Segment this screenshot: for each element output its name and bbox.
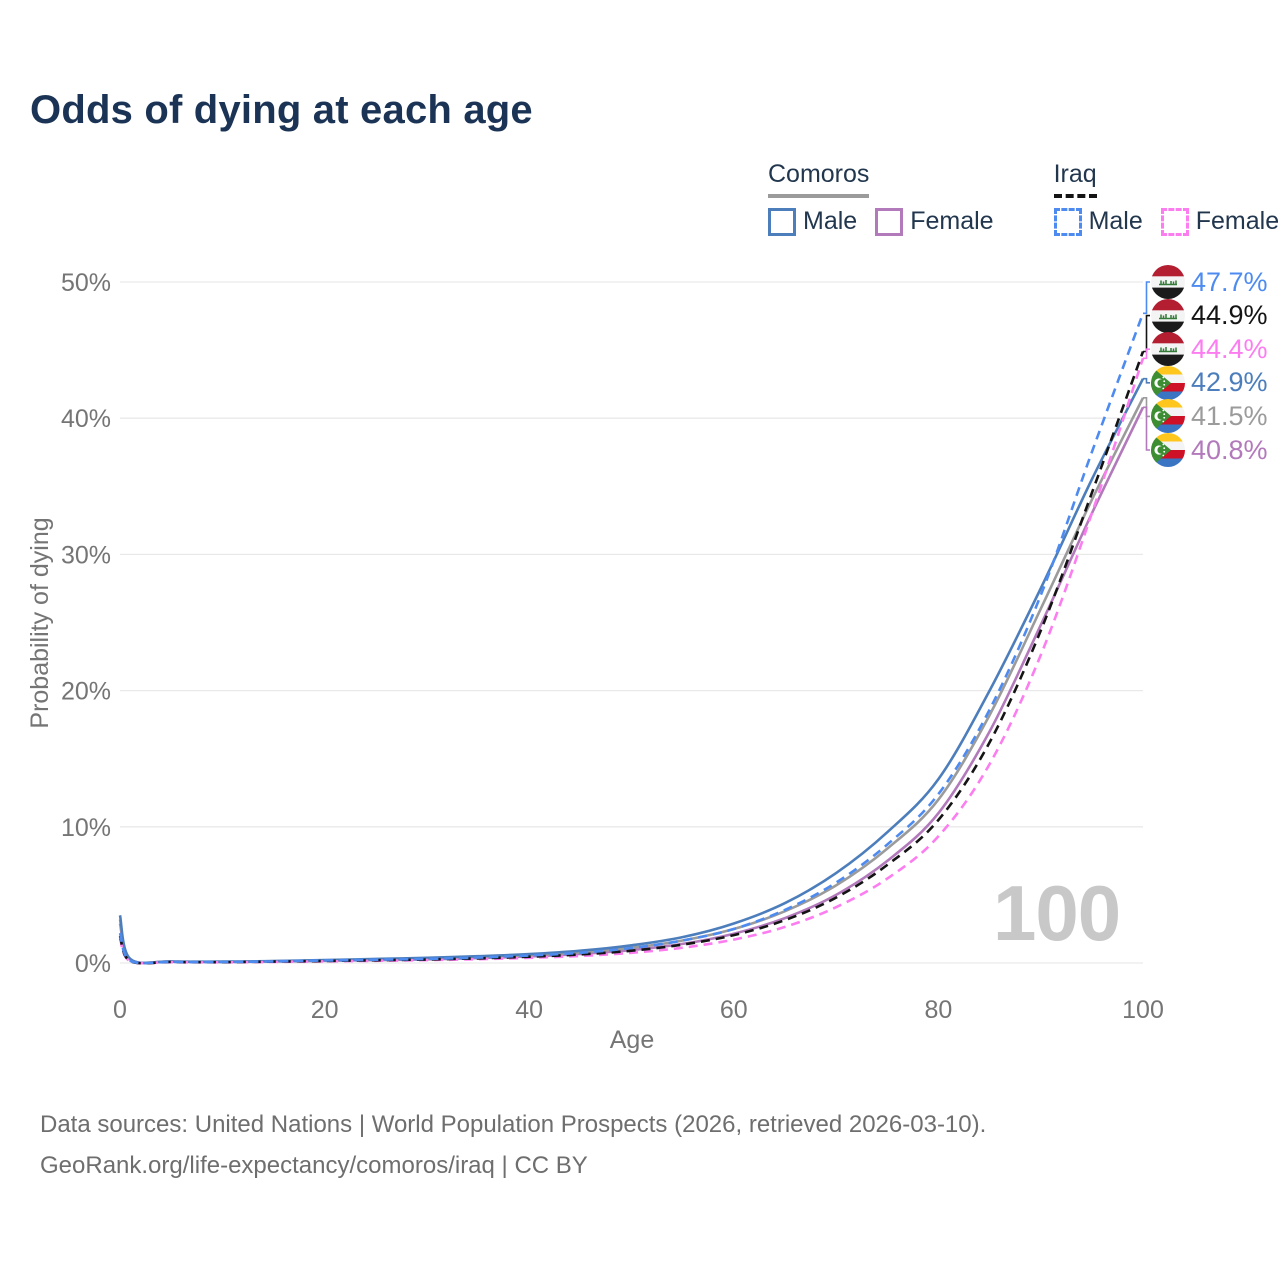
series-line-comoros-female[interactable] [118,406,1145,965]
y-tick-label: 10% [61,814,111,842]
leader-line-iraq-both-sexes [1143,314,1150,353]
series-line-iraq-female[interactable] [118,357,1145,965]
footer: Data sources: United Nations | World Pop… [40,1104,986,1186]
comoros-flag-icon [1151,433,1185,467]
leader-line-comoros-female [1143,406,1150,451]
y-tick-label: 20% [61,678,111,706]
legend-group-title-comoros[interactable]: Comoros [768,160,870,198]
x-tick-label: 80 [924,996,952,1024]
y-tick-label: 40% [61,405,111,433]
x-tick-label: 100 [1122,996,1164,1024]
x-tick-label: 60 [720,996,748,1024]
end-label-row-comoros-female: 40.8% [1151,433,1268,467]
x-tick-label: 0 [113,996,127,1024]
iraq-flag-icon [1151,298,1185,333]
leader-line-iraq-male [1143,281,1150,315]
iraq-female-swatch-icon [1160,207,1189,236]
end-label-row-comoros-both-sexes: 41.5% [1151,399,1268,434]
x-tick-label: 20 [311,996,339,1024]
legend-group-comoros: Comoros Male Female [768,160,994,236]
end-label-value: 47.7% [1191,266,1268,297]
y-axis-title: Probability of dying [26,517,54,728]
comoros-flag-icon [1151,399,1185,434]
legend-item-label: Female [910,207,994,235]
legend-item-iraq-male[interactable]: Male [1053,207,1143,236]
comoros-male-swatch-icon [768,207,796,236]
leader-line-comoros-male [1143,377,1150,384]
legend-item-label: Male [1088,207,1143,235]
footer-sources-line: Data sources: United Nations | World Pop… [40,1111,987,1138]
end-label-row-iraq-both-sexes: 44.9% [1151,298,1268,333]
x-axis-title: Age [610,1026,654,1054]
end-label-value: 40.8% [1191,434,1268,465]
y-tick-label: 30% [61,541,111,569]
x-tick-label: 40 [515,996,543,1024]
end-label-row-iraq-male: 47.7% [1151,265,1268,299]
iraq-male-swatch-icon [1053,207,1082,236]
series-line-comoros-male[interactable] [118,378,1145,965]
comoros-female-swatch-icon [875,207,904,236]
end-label-value: 41.5% [1191,400,1268,431]
end-label-value: 44.9% [1191,300,1268,331]
footer-attribution-line: GeoRank.org/life-expectancy/comoros/iraq… [40,1152,588,1179]
end-label-row-comoros-male: 42.9% [1151,365,1268,400]
comoros-flag-icon [1151,365,1185,400]
legend-item-label: Male [803,207,858,235]
page-title: Odds of dying at each age [30,88,533,132]
legend-item-comoros-male[interactable]: Male [768,207,857,236]
end-label-value: 42.9% [1191,367,1268,398]
legend-item-iraq-female[interactable]: Female [1160,207,1280,236]
iraq-flag-icon [1151,332,1185,367]
leader-line-iraq-female [1143,348,1150,360]
end-label-row-iraq-female: 44.4% [1151,332,1268,367]
y-tick-label: 50% [61,269,111,297]
y-tick-label: 0% [75,950,111,978]
series-line-iraq-both-sexes[interactable] [118,351,1145,965]
legend-item-comoros-female[interactable]: Female [875,207,994,236]
legend-item-label: Female [1195,207,1280,235]
legend-group-title-iraq[interactable]: Iraq [1053,160,1097,198]
hover-age-watermark: 100 [993,869,1121,957]
series-line-comoros-both-sexes[interactable] [118,397,1145,965]
end-label-value: 44.4% [1191,333,1268,364]
legend: Comoros Male Female Iraq Male [768,160,1279,236]
legend-group-iraq: Iraq Male Female [1053,160,1280,236]
iraq-flag-icon [1151,265,1185,299]
series-line-iraq-male[interactable] [118,312,1145,965]
